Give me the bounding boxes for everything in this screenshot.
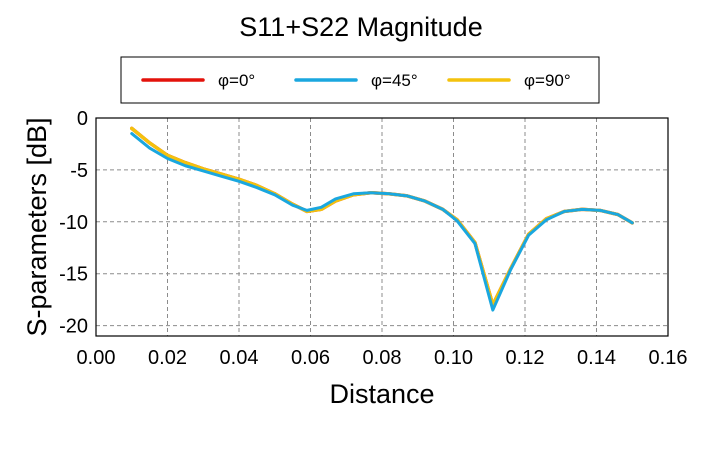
series-line: [130, 132, 634, 312]
x-tick-label: 0.14: [577, 347, 616, 369]
x-tick-label: 0.08: [363, 347, 402, 369]
x-tick-label: 0.00: [77, 347, 116, 369]
x-tick-label: 0.16: [649, 347, 688, 369]
legend-label: φ=0°: [218, 71, 255, 90]
x-tick-labels: 0.00 0.02 0.04 0.06 0.08 0.10 0.12 0.14 0.16: [77, 347, 688, 369]
legend-items: φ=0° φ=45° φ=90°: [141, 71, 571, 90]
y-tick-label: -20: [59, 316, 88, 338]
x-axis-label: Distance: [329, 379, 434, 409]
x-tick-label: 0.02: [148, 347, 187, 369]
series-group: [130, 126, 634, 312]
legend-label: φ=45°: [371, 71, 418, 90]
y-axis-label: S-parameters [dB]: [22, 117, 52, 336]
x-tick-label: 0.04: [220, 347, 259, 369]
x-tick-label: 0.06: [291, 347, 330, 369]
y-tick-label: -15: [59, 264, 88, 286]
chart-title: S11+S22 Magnitude: [239, 12, 482, 42]
legend: φ=0° φ=45° φ=90°: [120, 56, 600, 104]
plot-frame: [95, 117, 669, 337]
y-tick-labels: 0 -5 -10 -15 -20: [59, 108, 88, 338]
y-tick-label: -5: [70, 160, 88, 182]
legend-label: φ=90°: [524, 71, 571, 90]
y-tick-label: -10: [59, 212, 88, 234]
x-tick-label: 0.12: [506, 347, 545, 369]
y-tick-label: 0: [77, 108, 88, 130]
grid: [96, 117, 668, 336]
x-tick-label: 0.10: [434, 347, 473, 369]
